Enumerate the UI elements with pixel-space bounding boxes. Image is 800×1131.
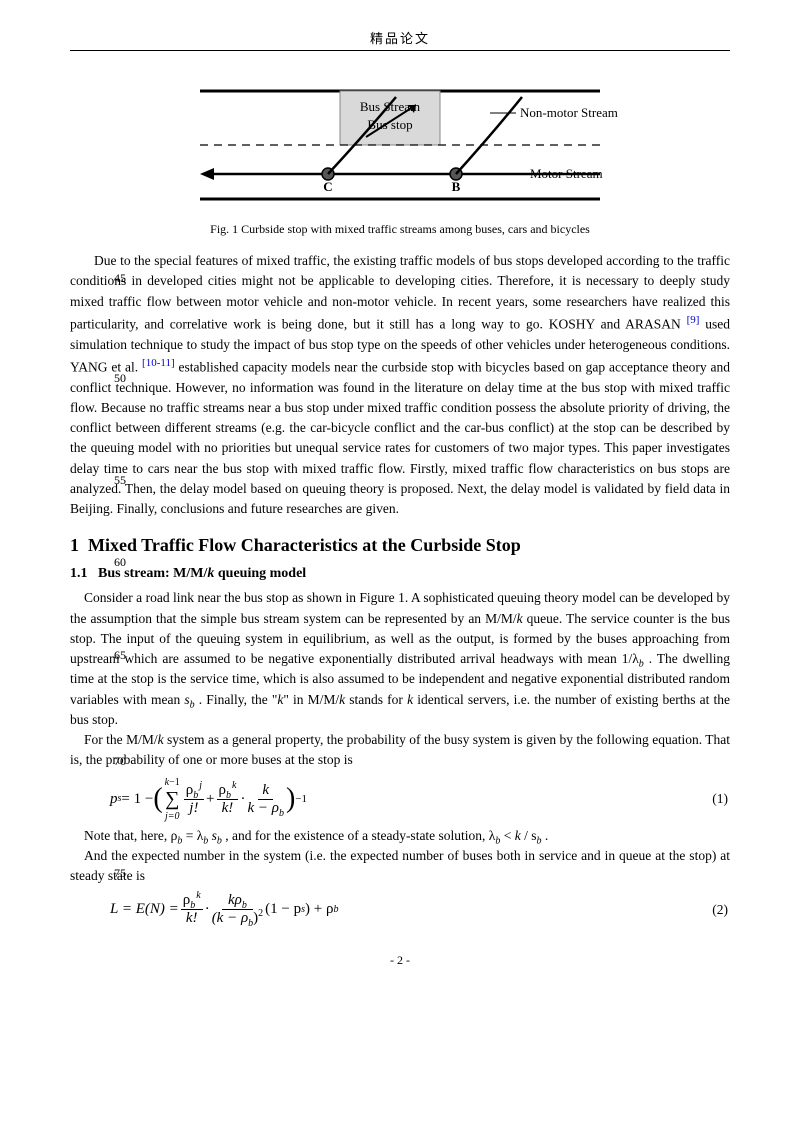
- eq-num: ρ: [219, 782, 227, 798]
- section-heading: 1 Mixed Traffic Flow Characteristics at …: [70, 535, 730, 556]
- ref-link[interactable]: [9]: [687, 314, 700, 326]
- note-paragraph: Note that, here, ρb = λb sb , and for th…: [70, 826, 730, 846]
- subsection-title-b: queuing model: [214, 566, 306, 581]
- section-para-1: Consider a road link near the bus stop a…: [70, 588, 730, 730]
- eq-num: k: [258, 782, 273, 800]
- section-body-block: 65 70 Consider a road link near the bus …: [70, 588, 730, 770]
- intro-paragraph-block: 45 50 55 Due to the special features of …: [70, 251, 730, 519]
- text-run: For the M/M/: [84, 732, 158, 747]
- eq-sup: k: [232, 780, 236, 791]
- line-number: 45: [100, 271, 126, 286]
- eq-sub: b: [279, 808, 284, 819]
- text-run: Note that, here, ρ: [84, 828, 177, 843]
- eq-sup: 2: [258, 908, 263, 919]
- equation-1: ps = 1 − ( k−1 ∑ j=0 ρbj j! + ρbk k! · k…: [110, 777, 730, 822]
- ref-link[interactable]: [10-11]: [142, 357, 175, 369]
- fig-motor: Motor Stream: [530, 166, 603, 181]
- text-run: s: [208, 828, 217, 843]
- eq-tail: (1 − p: [265, 901, 301, 918]
- page-footer: - 2 -: [70, 953, 730, 968]
- eq-lhs: p: [110, 791, 118, 808]
- eq-op: ·: [205, 901, 210, 918]
- figure-svg: Bus Stream Bus stop C B Non-motor Stream…: [170, 79, 630, 209]
- text-run: system as a general property, the probab…: [70, 732, 730, 767]
- text-run: <: [500, 828, 514, 843]
- equation-number: (1): [712, 791, 728, 807]
- line-number: 50: [100, 371, 126, 386]
- eq-op: +: [206, 791, 214, 808]
- text-run: Due to the special features of mixed tra…: [70, 253, 730, 331]
- math-inline: 1/λ: [622, 651, 639, 666]
- eq-den: (k − ρ: [212, 910, 248, 926]
- text-run: / s: [521, 828, 537, 843]
- eq-sum-top: −1: [169, 777, 180, 788]
- eq-den: k − ρ: [247, 800, 278, 816]
- eq-den: k!: [186, 910, 198, 927]
- equation-2: L = E(N) = ρbk k! · kρb (k − ρb)2 (1 − p…: [110, 892, 730, 927]
- figure-caption: Fig. 1 Curbside stop with mixed traffic …: [70, 222, 730, 237]
- page-header: 精品论文: [70, 28, 730, 51]
- figure-1: Bus Stream Bus stop C B Non-motor Stream…: [70, 79, 730, 214]
- eq-sup: k: [196, 890, 200, 901]
- text-run: stands for: [345, 692, 407, 707]
- line-number: 75: [100, 866, 126, 881]
- text-run: = λ: [182, 828, 203, 843]
- line-number: 60: [100, 555, 126, 570]
- equation-number: (2): [712, 902, 728, 918]
- eq-sum-bot: j=0: [165, 811, 180, 822]
- subsection-number: 1.1: [70, 566, 88, 581]
- text-run: , and for the existence of a steady-stat…: [222, 828, 495, 843]
- line-number: 65: [100, 648, 126, 663]
- text-run: established capacity models near the cur…: [70, 359, 730, 516]
- intro-paragraph: Due to the special features of mixed tra…: [70, 251, 730, 519]
- para-4-block: 75 And the expected number in the system…: [70, 846, 730, 887]
- fig-non-motor: Non-motor Stream: [520, 105, 618, 120]
- text-run: " in M/M/: [283, 692, 339, 707]
- text-run: .: [542, 828, 549, 843]
- header-title: 精品论文: [370, 31, 430, 46]
- eq-den: j!: [189, 800, 198, 817]
- eq-sup: j: [199, 780, 202, 791]
- line-number: 70: [100, 754, 126, 769]
- subsection-heading: 1.1 Bus stream: M/M/k queuing model: [70, 566, 730, 582]
- eq-tail: ) + ρ: [305, 901, 333, 918]
- eq-num: kρ: [228, 892, 242, 908]
- section-heading-block: 60 1 Mixed Traffic Flow Characteristics …: [70, 535, 730, 556]
- section-para-2: For the M/M/k system as a general proper…: [70, 730, 730, 771]
- section-title: Mixed Traffic Flow Characteristics at th…: [88, 535, 521, 555]
- fig-label-C: C: [323, 179, 332, 194]
- text-run: . Finally, the ": [195, 692, 278, 707]
- fig-bus-stop: Bus stop: [367, 117, 412, 132]
- eq-den: k!: [222, 800, 234, 817]
- eq-lhs: L = E(N) =: [110, 901, 179, 918]
- section-para-4: And the expected number in the system (i…: [70, 846, 730, 887]
- line-number: 55: [100, 473, 126, 488]
- section-number: 1: [70, 535, 79, 555]
- eq-op: = 1 −: [121, 791, 153, 808]
- fig-label-B: B: [452, 179, 461, 194]
